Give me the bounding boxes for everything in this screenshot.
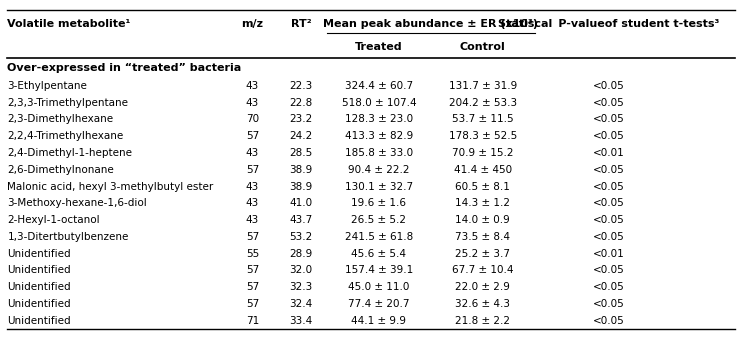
Text: 38.9: 38.9 xyxy=(289,165,312,175)
Text: Unidentified: Unidentified xyxy=(7,299,71,309)
Text: Control: Control xyxy=(460,42,506,52)
Text: 73.5 ± 8.4: 73.5 ± 8.4 xyxy=(455,232,510,242)
Text: 32.4: 32.4 xyxy=(289,299,312,309)
Text: RT²: RT² xyxy=(291,20,311,29)
Text: <0.05: <0.05 xyxy=(593,165,625,175)
Text: Unidentified: Unidentified xyxy=(7,315,71,326)
Text: 128.3 ± 23.0: 128.3 ± 23.0 xyxy=(345,114,413,125)
Text: Unidentified: Unidentified xyxy=(7,248,71,259)
Text: 178.3 ± 52.5: 178.3 ± 52.5 xyxy=(449,131,517,141)
Text: 185.8 ± 33.0: 185.8 ± 33.0 xyxy=(345,148,413,158)
Text: Treated: Treated xyxy=(355,42,403,52)
Text: <0.05: <0.05 xyxy=(593,299,625,309)
Text: Unidentified: Unidentified xyxy=(7,282,71,292)
Text: 57: 57 xyxy=(246,265,259,275)
Text: 45.0 ± 11.0: 45.0 ± 11.0 xyxy=(348,282,410,292)
Text: <0.05: <0.05 xyxy=(593,181,625,192)
Text: 33.4: 33.4 xyxy=(289,315,312,326)
Text: 43: 43 xyxy=(246,148,259,158)
Text: 204.2 ± 53.3: 204.2 ± 53.3 xyxy=(449,98,517,108)
Text: 2,2,4-Trimethylhexane: 2,2,4-Trimethylhexane xyxy=(7,131,124,141)
Text: 32.6 ± 4.3: 32.6 ± 4.3 xyxy=(455,299,510,309)
Text: 324.4 ± 60.7: 324.4 ± 60.7 xyxy=(345,81,413,91)
Text: <0.05: <0.05 xyxy=(593,114,625,125)
Text: Unidentified: Unidentified xyxy=(7,265,71,275)
Text: Statiscal  ​P-valueof student t-tests³: Statiscal ​P-valueof student t-tests³ xyxy=(498,20,720,29)
Text: 241.5 ± 61.8: 241.5 ± 61.8 xyxy=(345,232,413,242)
Text: Over-expressed in “treated” bacteria: Over-expressed in “treated” bacteria xyxy=(7,63,242,73)
Text: 77.4 ± 20.7: 77.4 ± 20.7 xyxy=(348,299,410,309)
Text: 43: 43 xyxy=(246,81,259,91)
Text: <0.01: <0.01 xyxy=(593,248,625,259)
Text: 23.2: 23.2 xyxy=(289,114,312,125)
Text: 28.9: 28.9 xyxy=(289,248,312,259)
Text: 14.0 ± 0.9: 14.0 ± 0.9 xyxy=(455,215,510,225)
Text: 43: 43 xyxy=(246,98,259,108)
Text: 26.5 ± 5.2: 26.5 ± 5.2 xyxy=(351,215,406,225)
Text: <0.05: <0.05 xyxy=(593,232,625,242)
Text: 45.6 ± 5.4: 45.6 ± 5.4 xyxy=(351,248,406,259)
Text: 28.5: 28.5 xyxy=(289,148,312,158)
Text: <0.05: <0.05 xyxy=(593,131,625,141)
Text: Mean peak abundance ± ER (x10³): Mean peak abundance ± ER (x10³) xyxy=(324,20,539,29)
Text: 43: 43 xyxy=(246,181,259,192)
Text: 60.5 ± 8.1: 60.5 ± 8.1 xyxy=(455,181,510,192)
Text: <0.05: <0.05 xyxy=(593,215,625,225)
Text: Volatile metabolite¹: Volatile metabolite¹ xyxy=(7,20,131,29)
Text: 131.7 ± 31.9: 131.7 ± 31.9 xyxy=(449,81,517,91)
Text: <0.05: <0.05 xyxy=(593,282,625,292)
Text: <0.05: <0.05 xyxy=(593,98,625,108)
Text: 3-Methoxy-hexane-1,6-diol: 3-Methoxy-hexane-1,6-diol xyxy=(7,198,147,208)
Text: 19.6 ± 1.6: 19.6 ± 1.6 xyxy=(351,198,406,208)
Text: 90.4 ± 22.2: 90.4 ± 22.2 xyxy=(348,165,410,175)
Text: 518.0 ± 107.4: 518.0 ± 107.4 xyxy=(342,98,416,108)
Text: 55: 55 xyxy=(246,248,259,259)
Text: 67.7 ± 10.4: 67.7 ± 10.4 xyxy=(452,265,514,275)
Text: 2,3-Dimethylhexane: 2,3-Dimethylhexane xyxy=(7,114,114,125)
Text: 32.0: 32.0 xyxy=(289,265,312,275)
Text: 22.0 ± 2.9: 22.0 ± 2.9 xyxy=(455,282,510,292)
Text: 57: 57 xyxy=(246,232,259,242)
Text: 41.0: 41.0 xyxy=(289,198,312,208)
Text: 25.2 ± 3.7: 25.2 ± 3.7 xyxy=(455,248,510,259)
Text: <0.01: <0.01 xyxy=(593,148,625,158)
Text: 53.2: 53.2 xyxy=(289,232,312,242)
Text: 413.3 ± 82.9: 413.3 ± 82.9 xyxy=(345,131,413,141)
Text: 53.7 ± 11.5: 53.7 ± 11.5 xyxy=(452,114,514,125)
Text: <0.05: <0.05 xyxy=(593,315,625,326)
Text: 41.4 ± 450: 41.4 ± 450 xyxy=(454,165,512,175)
Text: <0.05: <0.05 xyxy=(593,81,625,91)
Text: 57: 57 xyxy=(246,131,259,141)
Text: m/z: m/z xyxy=(241,20,264,29)
Text: 130.1 ± 32.7: 130.1 ± 32.7 xyxy=(345,181,413,192)
Text: <0.05: <0.05 xyxy=(593,198,625,208)
Text: 32.3: 32.3 xyxy=(289,282,312,292)
Text: 43: 43 xyxy=(246,215,259,225)
Text: 22.3: 22.3 xyxy=(289,81,312,91)
Text: 2,6-Dimethylnonane: 2,6-Dimethylnonane xyxy=(7,165,114,175)
Text: 14.3 ± 1.2: 14.3 ± 1.2 xyxy=(455,198,510,208)
Text: 38.9: 38.9 xyxy=(289,181,312,192)
Text: 2-Hexyl-1-octanol: 2-Hexyl-1-octanol xyxy=(7,215,100,225)
Text: 57: 57 xyxy=(246,299,259,309)
Text: <0.05: <0.05 xyxy=(593,265,625,275)
Text: 44.1 ± 9.9: 44.1 ± 9.9 xyxy=(351,315,406,326)
Text: Malonic acid, hexyl 3-methylbutyl ester: Malonic acid, hexyl 3-methylbutyl ester xyxy=(7,181,213,192)
Text: 43: 43 xyxy=(246,198,259,208)
Text: 57: 57 xyxy=(246,165,259,175)
Text: 71: 71 xyxy=(246,315,259,326)
Text: 2,3,3-Trimethylpentane: 2,3,3-Trimethylpentane xyxy=(7,98,128,108)
Text: 21.8 ± 2.2: 21.8 ± 2.2 xyxy=(455,315,510,326)
Text: 57: 57 xyxy=(246,282,259,292)
Text: 157.4 ± 39.1: 157.4 ± 39.1 xyxy=(345,265,413,275)
Text: 24.2: 24.2 xyxy=(289,131,312,141)
Text: 22.8: 22.8 xyxy=(289,98,312,108)
Text: 2,4-Dimethyl-1-heptene: 2,4-Dimethyl-1-heptene xyxy=(7,148,133,158)
Text: 70: 70 xyxy=(246,114,259,125)
Text: 43.7: 43.7 xyxy=(289,215,312,225)
Text: 1,3-Ditertbutylbenzene: 1,3-Ditertbutylbenzene xyxy=(7,232,129,242)
Text: 70.9 ± 15.2: 70.9 ± 15.2 xyxy=(452,148,514,158)
Text: 3-Ethylpentane: 3-Ethylpentane xyxy=(7,81,88,91)
